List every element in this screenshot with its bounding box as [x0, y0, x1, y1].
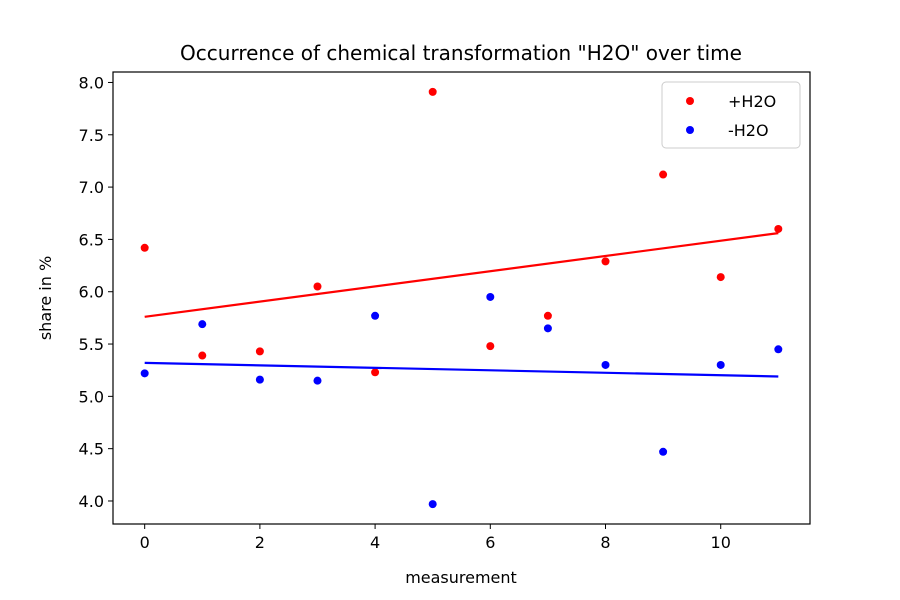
plot-area — [140, 87, 783, 509]
data-point-h2o — [486, 342, 495, 351]
x-axis-label: measurement — [405, 568, 517, 587]
x-tick-label: 6 — [485, 533, 495, 552]
data-point-h2o — [543, 324, 552, 333]
y-tick-label: 6.5 — [79, 230, 104, 249]
data-point-h2o — [198, 320, 207, 329]
data-point-h2o — [371, 311, 380, 320]
data-point-h2o — [428, 500, 437, 509]
trend-line-h2o — [144, 232, 779, 318]
data-point-h2o — [313, 282, 322, 291]
data-point-h2o — [255, 375, 264, 384]
y-axis-label: share in % — [36, 256, 55, 340]
data-point-h2o — [774, 345, 783, 354]
data-point-h2o — [716, 273, 725, 282]
data-point-h2o — [198, 351, 207, 360]
data-point-h2o — [716, 360, 725, 369]
data-point-h2o — [255, 347, 264, 356]
data-point-h2o — [313, 376, 322, 385]
data-point-h2o — [659, 447, 668, 456]
y-tick-label: 5.0 — [79, 387, 104, 406]
y-tick-label: 8.0 — [79, 73, 104, 92]
x-axis: 0 2 4 6 8 10 — [140, 524, 731, 552]
data-point-h2o — [543, 311, 552, 320]
legend: +H2O -H2O — [661, 81, 801, 149]
y-tick-label: 6.0 — [79, 283, 104, 302]
data-point-h2o — [140, 243, 149, 252]
data-point-h2o — [601, 360, 610, 369]
x-tick-label: 4 — [370, 533, 380, 552]
data-point-h2o — [428, 87, 437, 96]
data-point-h2o — [601, 257, 610, 266]
y-tick-label: 4.0 — [79, 492, 104, 511]
y-tick-label: 7.0 — [79, 178, 104, 197]
legend-box — [661, 81, 801, 149]
y-axis: 4.0 4.5 5.0 5.5 6.0 6.5 7.0 7.5 8.0 — [79, 73, 113, 511]
y-tick-label: 7.5 — [79, 126, 104, 145]
data-point-h2o — [659, 170, 668, 179]
chart-title: Occurrence of chemical transformation "H… — [180, 41, 742, 65]
data-point-h2o — [774, 224, 783, 233]
x-tick-label: 10 — [711, 533, 731, 552]
data-point-h2o — [371, 368, 380, 377]
y-tick-label: 4.5 — [79, 440, 104, 459]
x-tick-label: 8 — [600, 533, 610, 552]
data-point-h2o — [486, 292, 495, 301]
x-tick-label: 2 — [255, 533, 265, 552]
x-tick-label: 0 — [140, 533, 150, 552]
plot-frame — [112, 71, 811, 525]
data-point-h2o — [140, 369, 149, 378]
y-tick-label: 5.5 — [79, 335, 104, 354]
legend-label: +H2O — [728, 92, 776, 111]
legend-marker — [686, 97, 694, 105]
legend-label: -H2O — [728, 121, 769, 140]
legend-marker — [686, 126, 694, 134]
trend-line-h2o — [144, 361, 779, 378]
